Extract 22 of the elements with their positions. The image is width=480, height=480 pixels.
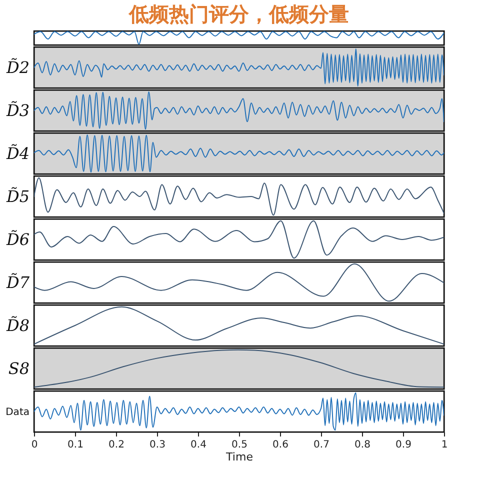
x-tick-label: 0.2 [108, 440, 124, 450]
y-axis-title: S8 [8, 359, 30, 378]
y-axis-title: D̃6 [5, 230, 30, 249]
x-tick-label: 0.8 [354, 440, 370, 450]
y-axis-title: D̃5 [5, 187, 30, 206]
y-axis-title: D̃2 [5, 58, 30, 77]
y-axis-title: D̃8 [5, 316, 30, 335]
x-tick-label: 0.7 [314, 440, 330, 450]
y-axis-title: Data [6, 407, 30, 418]
x-tick-label: 0.1 [68, 440, 84, 450]
chart-title: 低频热门评分，低频分量 [128, 2, 349, 26]
x-tick-label: 0.9 [396, 440, 412, 450]
y-axis-title: D̃4 [5, 144, 30, 163]
y-axis-title: D̃7 [5, 273, 30, 292]
x-tick-label: 0.5 [232, 440, 248, 450]
x-axis-title: Time [225, 450, 254, 464]
x-tick-label: 0.4 [190, 440, 206, 450]
x-tick-label: 1 [441, 440, 448, 450]
y-axis-title: D̃3 [5, 101, 30, 120]
x-tick-label: 0.3 [150, 440, 166, 450]
x-tick-label: 0 [31, 440, 38, 450]
x-tick-label: 0.6 [272, 440, 288, 450]
